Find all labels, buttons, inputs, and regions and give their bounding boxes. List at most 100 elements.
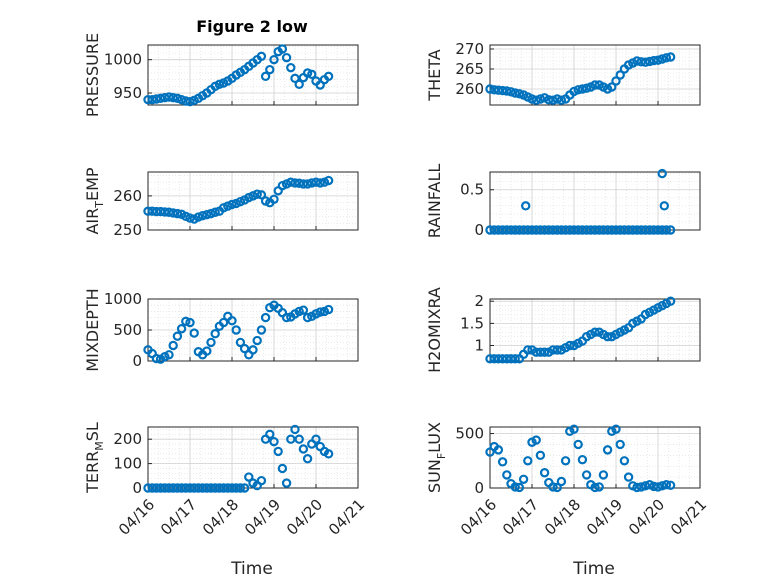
- data-point: [514, 89, 525, 99]
- data-point: [518, 225, 529, 235]
- y-axis-label: RAINFALL: [425, 164, 444, 239]
- data-point: [623, 225, 634, 235]
- data-point: [185, 96, 195, 107]
- data-point: [531, 95, 541, 105]
- figure-title: Figure 2 low: [196, 17, 308, 36]
- data-point: [164, 350, 174, 360]
- data-point: [260, 71, 271, 82]
- data-point: [311, 177, 321, 187]
- data-point: [565, 340, 575, 351]
- data-point: [539, 468, 550, 478]
- y-tick-label: 260: [113, 187, 142, 205]
- data-point: [502, 354, 512, 364]
- data-point: [151, 483, 162, 493]
- data-point: [218, 317, 229, 328]
- data-point: [640, 225, 651, 235]
- data-point: [227, 316, 237, 326]
- y-tick-label: 2: [474, 292, 484, 310]
- data-point: [581, 225, 592, 235]
- data-point: [181, 483, 191, 493]
- data-point: [214, 483, 225, 493]
- subplot-4: 0 0.5 RAINFALL: [425, 164, 701, 239]
- data-point: [590, 225, 600, 235]
- data-point: [594, 225, 604, 235]
- data-point: [502, 86, 512, 96]
- x-tick-label: 04/17: [157, 496, 200, 539]
- data-point: [560, 225, 571, 235]
- data-point: [632, 482, 642, 493]
- x-tick-label: 04/20: [625, 496, 668, 539]
- x-axis-label-left: Time: [230, 559, 273, 579]
- data-point: [649, 481, 659, 492]
- data-point: [653, 225, 663, 235]
- data-point: [244, 472, 254, 482]
- data-point: [147, 94, 157, 105]
- data-point: [294, 178, 304, 188]
- data-point: [302, 68, 313, 78]
- data-point: [615, 70, 625, 80]
- data-point: [611, 225, 621, 235]
- data-point: [665, 52, 676, 62]
- data-point: [286, 434, 296, 444]
- y-tick-label: 270: [455, 40, 484, 58]
- y-axis-label: H2OMIXRA: [425, 287, 444, 373]
- data-point: [531, 347, 541, 357]
- data-point: [269, 436, 279, 447]
- data-point: [649, 55, 659, 66]
- x-tick-label: 04/18: [541, 496, 584, 539]
- data-point: [573, 225, 583, 235]
- data-point: [548, 482, 558, 492]
- y-tick-label: 950: [113, 84, 142, 102]
- data-point: [657, 168, 667, 179]
- data-point: [619, 456, 630, 466]
- data-point: [552, 482, 562, 493]
- data-point: [202, 209, 212, 220]
- data-point: [218, 483, 229, 493]
- y-axis-label: TERRMSL: [83, 422, 106, 494]
- data-point: [151, 353, 162, 364]
- data-point: [569, 424, 579, 434]
- data-point: [227, 199, 237, 210]
- data-point: [556, 95, 567, 105]
- data-point: [168, 483, 178, 493]
- data-point: [294, 79, 304, 90]
- x-axis-label-right: Time: [572, 559, 615, 579]
- data-point: [653, 55, 663, 65]
- y-tick-label: 500: [455, 425, 484, 443]
- data-point: [248, 345, 258, 355]
- data-point: [644, 225, 655, 235]
- axis-frame: [147, 298, 359, 362]
- data-point: [202, 483, 212, 493]
- data-point: [493, 85, 504, 95]
- x-tick-label: 04/21: [325, 496, 368, 539]
- y-tick-label: 500: [113, 321, 142, 339]
- axis-frame: [489, 298, 701, 362]
- data-point: [531, 225, 541, 235]
- data-point: [269, 194, 279, 204]
- data-point: [265, 429, 275, 440]
- data-point: [160, 207, 170, 217]
- data-point: [565, 225, 575, 235]
- data-point: [497, 85, 508, 96]
- data-point: [298, 179, 309, 189]
- data-point: [493, 445, 504, 455]
- data-point: [573, 85, 583, 95]
- data-point: [535, 225, 546, 235]
- data-point: [155, 206, 166, 217]
- data-point: [636, 57, 646, 67]
- data-point: [193, 212, 204, 222]
- data-point: [615, 225, 625, 235]
- data-point: [485, 225, 495, 235]
- data-point: [210, 483, 220, 493]
- data-point: [160, 92, 170, 103]
- data-point: [256, 475, 267, 486]
- data-point: [210, 207, 220, 217]
- data-point: [644, 56, 655, 67]
- y-tick-label: 200: [113, 430, 142, 448]
- x-tick-label: 04/19: [241, 496, 284, 539]
- y-tick-label: 1000: [104, 51, 142, 69]
- data-point: [548, 95, 558, 105]
- data-point: [143, 483, 153, 493]
- data-point: [323, 71, 334, 82]
